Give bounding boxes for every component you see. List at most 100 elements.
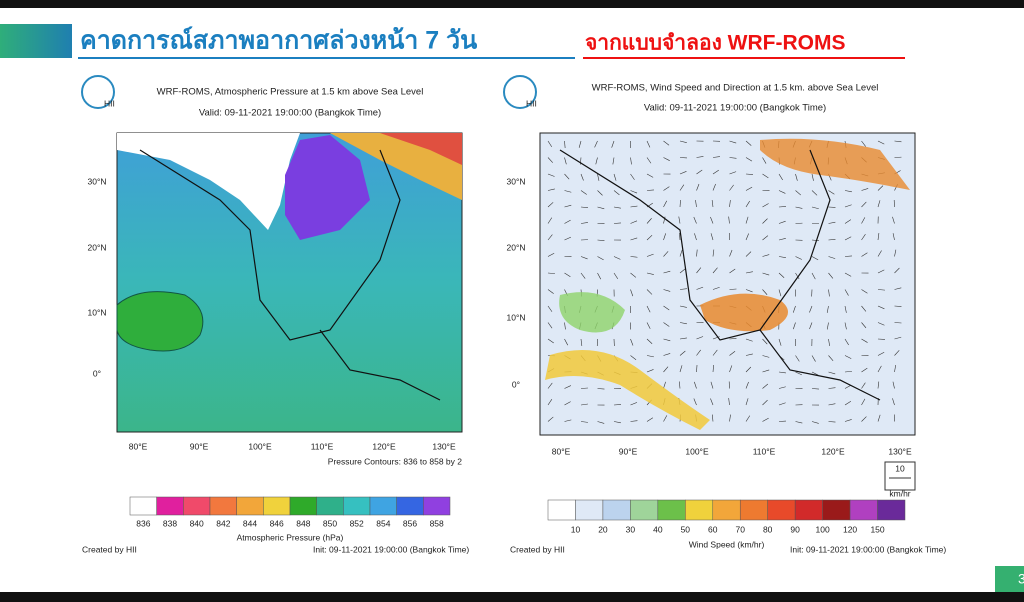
wind-arrow [547,272,555,274]
logo-text: HII [526,98,537,108]
wind-arrow [745,415,751,422]
wind-arrow [877,381,880,389]
wind-arrow [646,140,651,148]
wind-arrow [678,216,681,224]
wind-arrow [894,249,897,257]
wind-arrow [679,288,687,290]
colorbar-box [630,499,659,521]
colorbar-label: 846 [270,518,284,528]
wind-arrow [712,349,718,356]
wind-arrow [894,350,900,356]
wind-arrow [894,305,902,307]
wind-arrow [844,419,852,422]
wind-arrow [844,289,849,296]
wind-arrow [646,218,652,224]
contour-note: Pressure Contours: 836 to 858 by 2 [328,456,462,466]
colorbar-box [794,499,823,521]
wind-arrow [679,140,687,143]
colorbar-label: 838 [163,518,177,528]
wind-arrow [892,233,895,241]
wind-arrow [712,183,716,191]
wind-arrow [630,338,634,346]
wind-arrow [729,140,737,144]
wind-arrow [877,269,885,274]
colorbar-box [423,496,451,516]
colorbar-box [369,496,397,516]
wind-arrow [745,338,753,342]
wind-arrow [795,256,802,260]
panel-title: WRF-ROMS, Atmospheric Pressure at 1.5 km… [157,87,424,98]
wind-arrow [663,270,671,274]
colorbar-label: 70 [735,524,745,534]
wind-arrow [630,289,634,297]
wind-arrow [663,233,667,241]
wind-arrow [547,173,555,177]
colorbar-box [602,499,631,521]
wind-arrow [892,381,895,389]
wind-arrow [630,420,638,422]
wind-arrow [564,190,572,193]
wind-arrow [580,338,583,346]
wind-arrow [711,414,714,422]
wind-arrow [630,157,632,165]
wind-arrow [547,217,553,224]
wind-arrow [778,371,786,374]
wind-arrow [646,355,654,358]
lat-label: 10°N [507,312,526,322]
wind-arrow [745,233,749,241]
logo [81,75,115,109]
wind-arrow [613,256,621,260]
wind-arrow [778,190,786,194]
reference-vector-box [884,461,916,491]
wind-arrow [745,289,753,293]
wind-arrow [613,190,620,196]
reference-unit: km/hr [889,488,910,498]
wind-arrow [861,201,867,208]
wind-arrow [564,338,569,346]
wind-arrow [844,272,852,277]
wind-arrow [861,382,866,389]
wind-arrow [778,272,785,278]
wind-arrow [564,401,571,406]
wind-arrow [679,337,687,340]
wind-arrow [597,206,605,210]
init-time: Init: 09-11-2021 19:00:00 (Bangkok Time) [313,544,469,554]
wind-arrow [826,322,829,330]
wind-arrow [547,157,553,163]
wind-arrow [663,366,669,373]
title-accent [0,24,72,58]
wind-arrow [646,305,651,313]
colorbar-label: 856 [403,518,417,528]
wind-arrow [630,355,637,360]
wind-arrow [844,190,852,193]
wind-arrow [795,272,800,280]
colorbar-title: Atmospheric Pressure (hPa) [237,532,344,542]
wind-arrow [861,367,868,373]
wind-arrow [729,268,736,274]
wind-arrow [663,353,671,356]
wind-arrow [861,217,866,224]
colorbar-label: 90 [790,524,800,534]
wind-arrow [861,305,867,312]
wind-arrow [877,250,882,257]
lon-label: 130°E [888,446,912,456]
wind-arrow [745,157,753,162]
wind-arrow [745,381,749,389]
wind-arrow [564,322,566,330]
wind-arrow [795,173,798,181]
wind-arrow [828,256,836,259]
credit: Created by HII [510,544,565,554]
wind-arrow [712,249,715,257]
colorbar-label: 836 [136,518,150,528]
colorbar-label: 20 [598,524,608,534]
wind-arrow [547,140,553,148]
wind-arrow [811,388,820,390]
wind-arrow [844,255,853,257]
wind-arrow [729,171,737,175]
wind-arrow [663,305,670,311]
wind-arrow [663,216,666,224]
wind-arrow [595,157,598,165]
wind-arrow [564,272,571,278]
wind-arrow [679,268,686,274]
wind-arrow [745,251,752,257]
